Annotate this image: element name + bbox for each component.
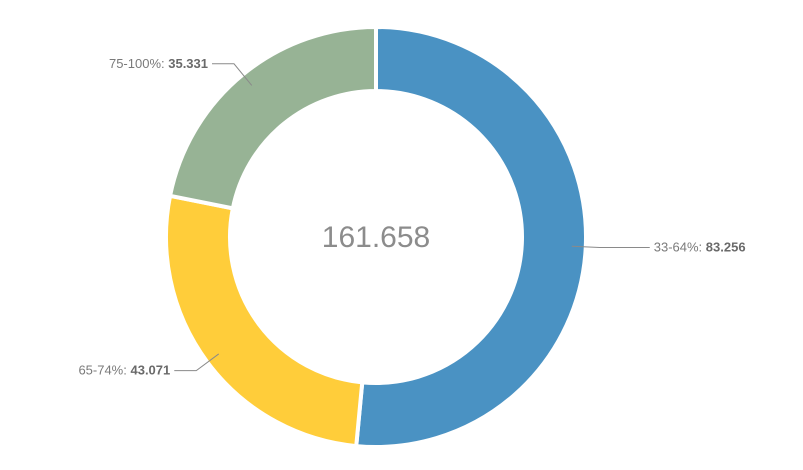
slice-label-value: 83.256 [706,240,746,255]
slice-label-category: 65-74%: [78,363,130,378]
leader-lines [174,63,650,372]
slice-label-75-100%: 75-100%: 35.331 [109,56,208,71]
donut-slice-75-100% [167,24,378,211]
slice-labels: 33-64%: 83.256 65-74%: 43.071 75-100%: 35.… [78,56,745,378]
slice-label-value: 43.071 [130,363,170,378]
slice-label-33-64%: 33-64%: 83.256 [654,240,746,255]
slice-label-category: 75-100%: [109,56,168,71]
leader-line-33-64% [571,245,650,249]
slice-label-65-74%: 65-74%: 43.071 [78,363,170,378]
donut-total-label: 161.658 [322,221,430,254]
slice-label-category: 33-64%: [654,240,706,255]
donut-slice-65-74% [164,193,365,449]
donut-slice-33-64% [354,24,588,449]
leader-line-65-74% [174,353,220,372]
leader-line-75-100% [212,63,253,86]
donut-slices [164,24,588,449]
slice-label-value: 35.331 [168,56,208,71]
